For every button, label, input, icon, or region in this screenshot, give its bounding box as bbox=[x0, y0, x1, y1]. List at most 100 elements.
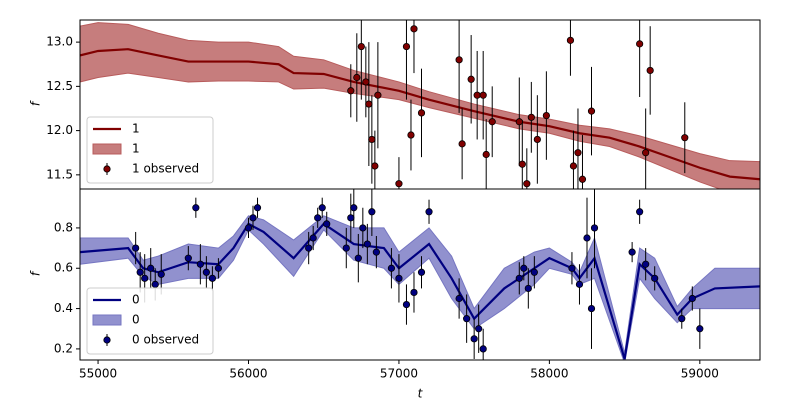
observation bbox=[518, 160, 526, 168]
observation bbox=[515, 274, 523, 282]
x-axis-label: t bbox=[418, 387, 424, 400]
observation bbox=[136, 268, 144, 276]
observation bbox=[196, 260, 204, 268]
x-tick-label: 57000 bbox=[380, 367, 418, 381]
observation bbox=[575, 280, 584, 288]
observation bbox=[359, 224, 367, 232]
y-axis-label: f bbox=[29, 270, 43, 276]
y-tick-label: 12.0 bbox=[46, 123, 73, 137]
observation bbox=[353, 73, 361, 82]
observation bbox=[523, 180, 531, 188]
observation bbox=[417, 268, 426, 276]
observation bbox=[520, 264, 528, 272]
legend-label: 0 observed bbox=[132, 333, 199, 347]
legend-patch bbox=[92, 143, 122, 155]
observation bbox=[244, 224, 253, 232]
observation bbox=[587, 107, 596, 115]
x-tick-label: 59000 bbox=[681, 367, 719, 381]
observation bbox=[151, 280, 159, 288]
observation bbox=[470, 335, 478, 343]
legend-label: 0 bbox=[132, 293, 140, 307]
legend-label: 1 bbox=[132, 142, 140, 156]
observation bbox=[533, 135, 541, 144]
observation bbox=[479, 345, 487, 353]
y-tick-label: 0.4 bbox=[54, 301, 73, 315]
observation bbox=[368, 135, 376, 144]
observation bbox=[688, 294, 696, 303]
observation bbox=[305, 244, 313, 252]
observation bbox=[132, 244, 140, 252]
y-tick-label: 0.6 bbox=[54, 261, 73, 275]
observation bbox=[387, 264, 396, 272]
observation bbox=[318, 204, 326, 212]
observation bbox=[323, 220, 331, 228]
axes-frame bbox=[79, 188, 761, 361]
confidence-band bbox=[80, 215, 760, 360]
x-tick-label: 55000 bbox=[79, 367, 117, 381]
observation bbox=[636, 208, 644, 216]
observation bbox=[249, 214, 257, 222]
observation bbox=[368, 208, 376, 216]
legend-label: 1 bbox=[132, 122, 140, 136]
observation bbox=[350, 204, 358, 212]
observation bbox=[628, 248, 636, 256]
observation bbox=[475, 325, 483, 333]
legend-box bbox=[86, 287, 214, 355]
legend-label: 0 bbox=[132, 313, 140, 327]
observation bbox=[347, 214, 355, 222]
legend-label: 1 observed bbox=[132, 162, 199, 176]
observation bbox=[417, 109, 426, 117]
observation bbox=[192, 204, 200, 212]
observation bbox=[395, 274, 403, 282]
observation bbox=[354, 254, 362, 262]
observation bbox=[253, 204, 262, 212]
observation bbox=[590, 224, 599, 232]
observation bbox=[202, 268, 210, 276]
legend-marker bbox=[103, 336, 111, 344]
legend-box bbox=[86, 116, 214, 184]
observation bbox=[455, 294, 463, 303]
observation bbox=[141, 274, 149, 282]
observation bbox=[473, 91, 481, 99]
observation bbox=[342, 244, 350, 252]
observation bbox=[157, 270, 165, 278]
observation bbox=[583, 234, 591, 242]
observation bbox=[569, 162, 578, 170]
observation bbox=[410, 25, 418, 33]
observation bbox=[479, 91, 487, 99]
observation bbox=[208, 274, 216, 282]
observation bbox=[642, 260, 650, 268]
confidence-band bbox=[80, 22, 760, 189]
observation bbox=[681, 134, 689, 142]
observation bbox=[636, 40, 644, 48]
y-axis-label: f bbox=[29, 100, 43, 106]
observation bbox=[587, 304, 596, 313]
observation bbox=[524, 284, 532, 293]
observation bbox=[410, 288, 418, 297]
observation bbox=[651, 274, 659, 282]
observation bbox=[574, 149, 582, 157]
observation bbox=[347, 87, 355, 95]
observation bbox=[642, 149, 650, 157]
observation bbox=[578, 175, 587, 183]
observation bbox=[646, 66, 654, 75]
y-tick-label: 13.0 bbox=[46, 35, 73, 49]
observation bbox=[402, 42, 411, 51]
y-tick-label: 0.8 bbox=[54, 220, 73, 234]
mean-line bbox=[80, 48, 760, 181]
observation bbox=[467, 75, 475, 83]
observation bbox=[309, 234, 317, 242]
observation bbox=[362, 78, 370, 86]
x-tick-label: 56000 bbox=[229, 367, 267, 381]
observation bbox=[147, 264, 155, 272]
observation bbox=[515, 118, 523, 126]
y-tick-label: 12.5 bbox=[46, 79, 73, 93]
observation bbox=[374, 91, 382, 99]
observation bbox=[365, 100, 373, 108]
observation bbox=[455, 56, 463, 64]
observation bbox=[488, 118, 496, 126]
observation bbox=[184, 254, 192, 262]
observation bbox=[542, 111, 550, 120]
observation bbox=[530, 268, 538, 276]
